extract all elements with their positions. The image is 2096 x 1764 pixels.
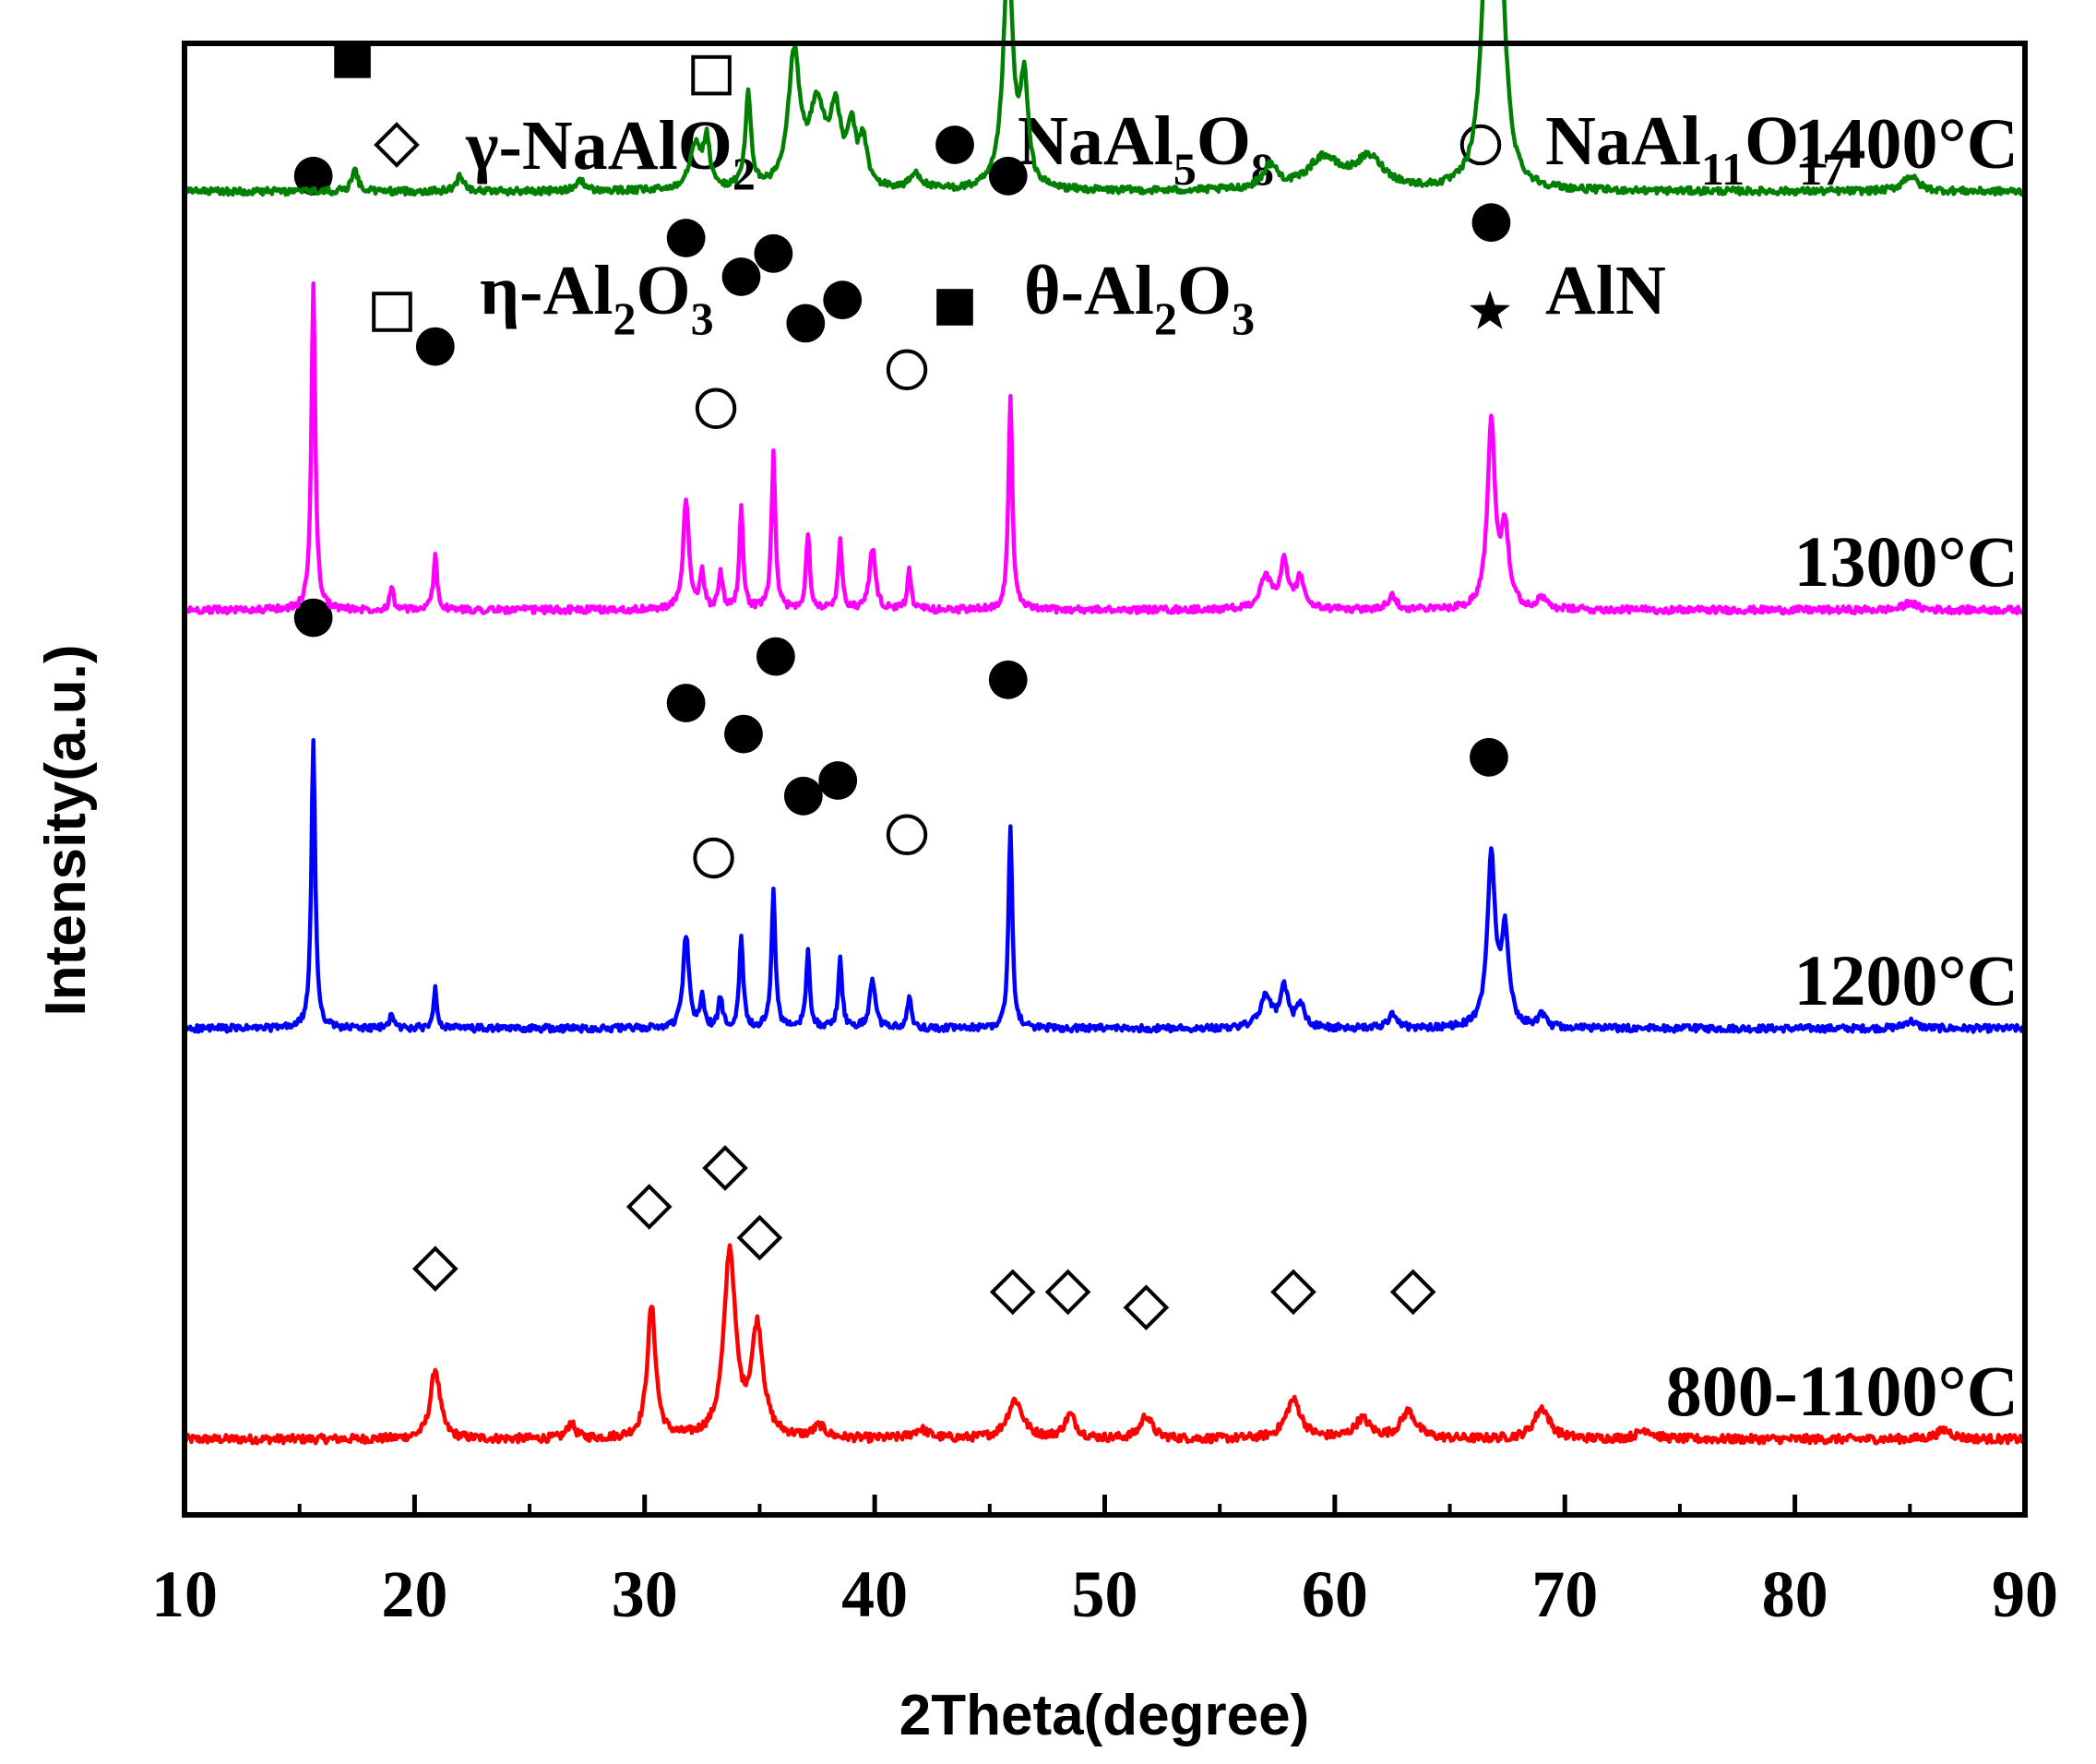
marker-naal5o8 — [756, 637, 795, 676]
marker-theta-al2o3 — [334, 42, 371, 78]
legend-entry: NaAl11O17 — [1459, 102, 1845, 195]
x-ticks: 10 20 30 40 50 60 70 80 90 — [151, 1495, 2058, 1631]
marker-gamma-naalo2 — [374, 122, 420, 168]
marker-gamma-naalo2 — [1044, 1269, 1091, 1316]
marker-naal5o8 — [666, 219, 706, 257]
legend-label: γ-NaAlO2 — [465, 107, 756, 199]
x-tick-label: 10 — [151, 1557, 218, 1631]
marker-naal5o8 — [724, 714, 763, 754]
marker-naal5o8 — [666, 684, 706, 722]
marker-gamma-naalo2 — [1270, 1269, 1316, 1316]
marker-naal11o17 — [886, 814, 928, 856]
series-2: 1300°C — [183, 156, 2027, 616]
marker-naal5o8 — [754, 233, 793, 273]
marker-gamma-naalo2 — [702, 1145, 748, 1191]
marker-naal11o17 — [886, 349, 928, 391]
x-tick-label: 60 — [1302, 1557, 1368, 1631]
marker-naal5o8 — [935, 125, 974, 164]
marker-naal5o8 — [818, 761, 858, 800]
marker-gamma-naalo2 — [1123, 1284, 1170, 1331]
x-tick-label: 70 — [1531, 1557, 1598, 1631]
marker-naal5o8 — [293, 598, 333, 638]
legend-label: AlN — [1545, 252, 1666, 329]
x-tick-label: 30 — [612, 1557, 678, 1631]
legend-label: θ-Al2O3 — [1024, 252, 1255, 344]
marker-naal5o8 — [415, 327, 455, 366]
series-label: 1300°C — [1793, 521, 2019, 602]
marker-eta-al2o3 — [372, 292, 412, 332]
legend-entry: AlN — [1470, 252, 1666, 329]
marker-naal5o8 — [988, 156, 1028, 196]
marker-naal5o8 — [1470, 737, 1508, 777]
marker-aln — [1470, 290, 1510, 329]
marker-naal5o8 — [721, 257, 761, 296]
series-1: 1200°C — [183, 598, 2027, 1034]
marker-naal5o8 — [1471, 203, 1511, 243]
marker-gamma-naalo2 — [625, 1184, 673, 1230]
x-tick-label: 20 — [381, 1557, 447, 1631]
marker-naal5o8 — [293, 156, 333, 196]
series-line — [182, 0, 2027, 197]
series-label: 800-1100°C — [1666, 1351, 2019, 1431]
marker-naal5o8 — [786, 304, 826, 343]
marker-naal5o8 — [823, 280, 863, 320]
marker-gamma-naalo2 — [736, 1214, 783, 1261]
marker-naal5o8 — [783, 776, 823, 816]
marker-gamma-naalo2 — [411, 1246, 458, 1293]
x-tick-label: 40 — [841, 1557, 908, 1631]
y-axis-label: Intensity(a.u.) — [34, 644, 98, 1016]
marker-eta-al2o3 — [691, 54, 732, 96]
legend-entry: θ-Al2O3 — [936, 252, 1255, 344]
series-line — [183, 281, 2027, 616]
series-line — [182, 1243, 2028, 1446]
legend-label: NaAl5O8 — [1018, 102, 1274, 195]
x-tick-label: 80 — [1762, 1557, 1828, 1631]
legend-label: η-Al2O3 — [480, 252, 714, 344]
series-3: 1400°C — [182, 0, 2027, 197]
marker-naal5o8 — [988, 660, 1028, 699]
x-tick-label: 50 — [1072, 1557, 1138, 1631]
marker-gamma-naalo2 — [989, 1269, 1036, 1316]
series-line — [183, 737, 2027, 1034]
x-tick-label: 90 — [1992, 1557, 2058, 1631]
x-axis-label: 2Theta(degree) — [899, 1684, 1309, 1747]
legend-entry: η-Al2O3 — [372, 252, 714, 344]
marker-gamma-naalo2 — [1389, 1269, 1436, 1316]
marker-naal11o17 — [695, 387, 737, 430]
series-label: 1200°C — [1793, 940, 2019, 1020]
marker-theta-al2o3 — [936, 289, 973, 326]
marker-naal11o17 — [693, 837, 734, 879]
legend-entry: NaAl5O8 — [935, 102, 1274, 195]
series-0: 800-1100°C — [182, 1145, 2028, 1446]
series-label: 1400°C — [1793, 103, 2019, 184]
legend: γ-NaAlO2 NaAl5O8 NaAl11O17 η-Al2O3 θ-Al2O3 Al… — [372, 102, 1845, 344]
